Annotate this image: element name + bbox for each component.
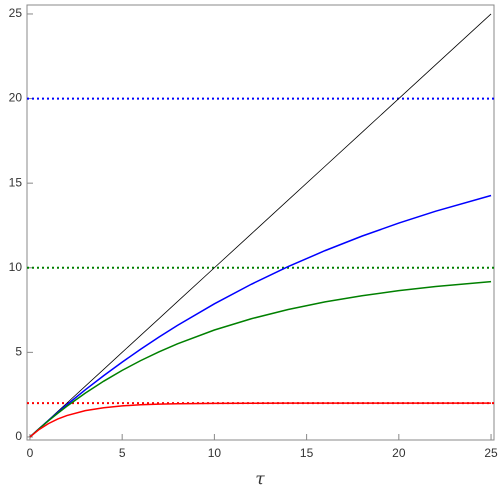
series-line: [29, 280, 492, 438]
x-tick-label: 5: [119, 446, 126, 460]
x-axis-label: τ: [255, 470, 265, 490]
x-tick-label: 25: [484, 446, 498, 460]
y-tick-label: 0: [15, 429, 22, 443]
y-tick-label: 20: [9, 91, 23, 105]
x-tick-label: 15: [300, 446, 314, 460]
series-line: [29, 402, 492, 438]
y-tick-label: 5: [15, 345, 22, 359]
x-tick-label: 10: [208, 446, 222, 460]
y-tick-label: 10: [9, 260, 23, 274]
y-tick-label: 25: [9, 6, 23, 20]
plot-frame: [26, 4, 495, 441]
x-tick-label: 20: [392, 446, 406, 460]
y-tick-label: 15: [9, 175, 23, 189]
x-tick-label: 0: [27, 446, 34, 460]
series-line: [29, 13, 492, 438]
